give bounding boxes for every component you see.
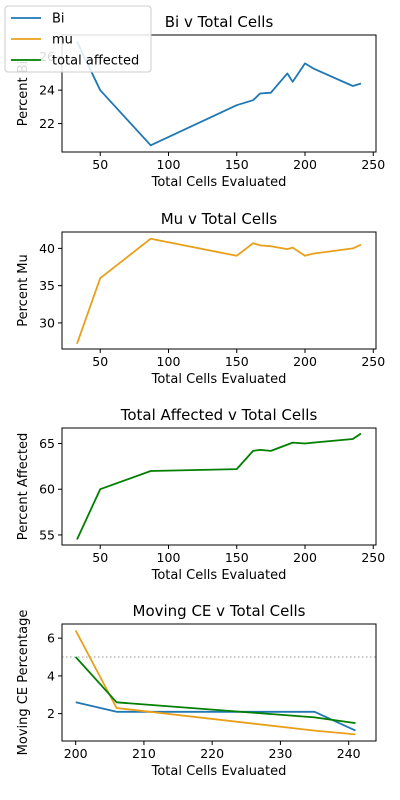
plot-frame (61, 34, 377, 153)
chart-title: Moving CE v Total Cells (133, 602, 306, 620)
x-tick-label: 210 (132, 746, 156, 761)
series-line-mu (76, 237, 362, 345)
y-tick-label: 22 (39, 116, 55, 131)
series-line-total-affected (75, 656, 356, 724)
legend-box (4, 5, 152, 73)
x-tick-label: 100 (157, 354, 181, 369)
x-tick-label: 250 (361, 550, 385, 565)
x-tick-label: 250 (361, 157, 385, 172)
x-axis-label: Total Cells Evaluated (151, 568, 287, 583)
y-tick-label: 55 (39, 527, 55, 542)
x-tick-label: 150 (225, 157, 249, 172)
y-tick-label: 24 (39, 83, 55, 98)
series-line-bi (76, 41, 362, 147)
x-axis-label: Total Cells Evaluated (151, 175, 287, 190)
x-tick-label: 100 (157, 550, 181, 565)
x-tick-label: 200 (293, 157, 317, 172)
y-tick-label: 4 (47, 668, 55, 683)
x-tick-label: 50 (92, 550, 108, 565)
legend-label-Bi: Bi (52, 12, 65, 27)
x-tick-label: 240 (337, 746, 361, 761)
x-tick-label: 220 (200, 746, 224, 761)
y-axis-label: Percent Affected (16, 433, 31, 540)
y-tick-label: 65 (39, 436, 55, 451)
x-tick-label: 100 (157, 157, 181, 172)
x-axis-label: Total Cells Evaluated (151, 764, 287, 779)
y-tick-label: 35 (39, 278, 55, 293)
x-tick-label: 50 (92, 157, 108, 172)
x-tick-label: 150 (225, 550, 249, 565)
legend-label-mu: mu (52, 33, 73, 48)
plot-frame (61, 427, 377, 546)
series-line-mu (74, 630, 356, 736)
y-tick-label: 30 (39, 315, 55, 330)
x-tick-label: 200 (293, 550, 317, 565)
y-tick-label: 60 (39, 482, 55, 497)
x-tick-label: 250 (361, 354, 385, 369)
y-tick-label: 40 (39, 241, 55, 256)
plot-frame (61, 231, 377, 350)
plot-frame (61, 623, 377, 742)
y-tick-label: 2 (47, 706, 55, 721)
x-axis-label: Total Cells Evaluated (151, 372, 287, 387)
x-tick-label: 200 (293, 354, 317, 369)
x-tick-label: 200 (64, 746, 88, 761)
x-tick-label: 150 (225, 354, 249, 369)
chart-title: Total Affected v Total Cells (120, 406, 318, 424)
y-axis-label: Percent Mu (16, 254, 31, 327)
y-tick-label: 6 (47, 631, 55, 646)
x-tick-label: 50 (92, 354, 108, 369)
chart-title: Bi v Total Cells (165, 13, 274, 31)
chart-title: Mu v Total Cells (161, 210, 278, 228)
series-line-total-affected (76, 432, 362, 540)
y-axis-label: Percent Bi (16, 61, 31, 127)
x-tick-label: 230 (269, 746, 293, 761)
series-line-bi (75, 701, 356, 732)
legend-label-total-affected: total affected (52, 54, 139, 69)
y-axis-label: Moving CE Percentage (16, 610, 31, 756)
